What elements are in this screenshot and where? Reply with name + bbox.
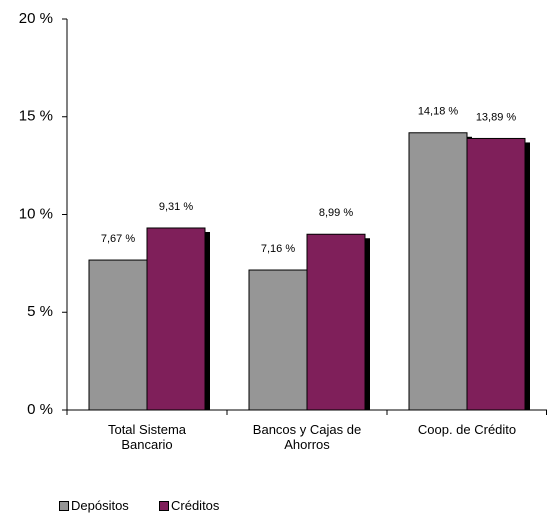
x-tick-label: Coop. de Crédito	[417, 422, 517, 437]
bar	[408, 132, 468, 411]
value-label: 9,31 %	[159, 201, 193, 213]
value-label: 14,18 %	[418, 106, 459, 118]
bar	[248, 269, 308, 411]
y-tick-label: 15 %	[19, 108, 53, 125]
y-tick-label: 0 %	[27, 401, 53, 418]
value-label: 7,16 %	[261, 243, 295, 255]
y-tick-label: 5 %	[27, 303, 53, 320]
legend-swatch	[59, 500, 69, 511]
y-tick-label: 20 %	[19, 10, 53, 27]
bar	[306, 233, 366, 411]
x-tick-label: Total Sistema Bancario	[107, 422, 187, 452]
legend-item: Créditos	[159, 498, 219, 513]
legend-label: Créditos	[171, 498, 220, 513]
value-label: 7,67 %	[101, 233, 135, 245]
bar	[466, 137, 526, 411]
bar	[88, 259, 148, 411]
x-tick-label: Bancos y Cajas de Ahorros	[252, 422, 362, 452]
y-tick-label: 10 %	[19, 205, 53, 222]
value-label: 13,89 %	[476, 111, 517, 123]
legend-item: Depósitos	[59, 498, 129, 513]
bar	[146, 227, 206, 411]
value-label: 8,99 %	[319, 207, 353, 219]
legend-swatch	[159, 500, 169, 511]
legend-label: Depósitos	[71, 498, 129, 513]
